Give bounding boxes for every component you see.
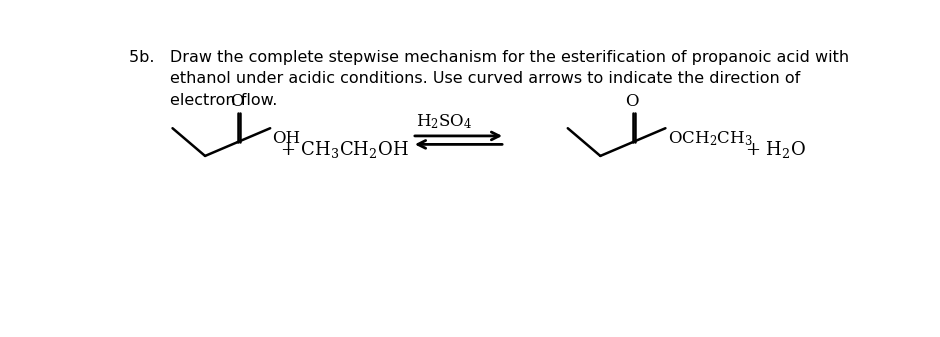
Text: O: O [230,93,243,110]
Text: OH: OH [273,130,301,147]
Text: $\mathregular{OCH_2CH_3}$: $\mathregular{OCH_2CH_3}$ [667,130,753,149]
Text: $\mathregular{H_2SO_4}$: $\mathregular{H_2SO_4}$ [415,112,472,130]
Text: O: O [625,93,639,110]
Text: 5b.   Draw the complete stepwise mechanism for the esterification of propanoic a: 5b. Draw the complete stepwise mechanism… [129,50,849,108]
Text: $\mathregular{+\ H_2O}$: $\mathregular{+\ H_2O}$ [745,139,807,160]
Text: $\mathregular{+\ CH_3CH_2OH}$: $\mathregular{+\ CH_3CH_2OH}$ [280,139,409,160]
